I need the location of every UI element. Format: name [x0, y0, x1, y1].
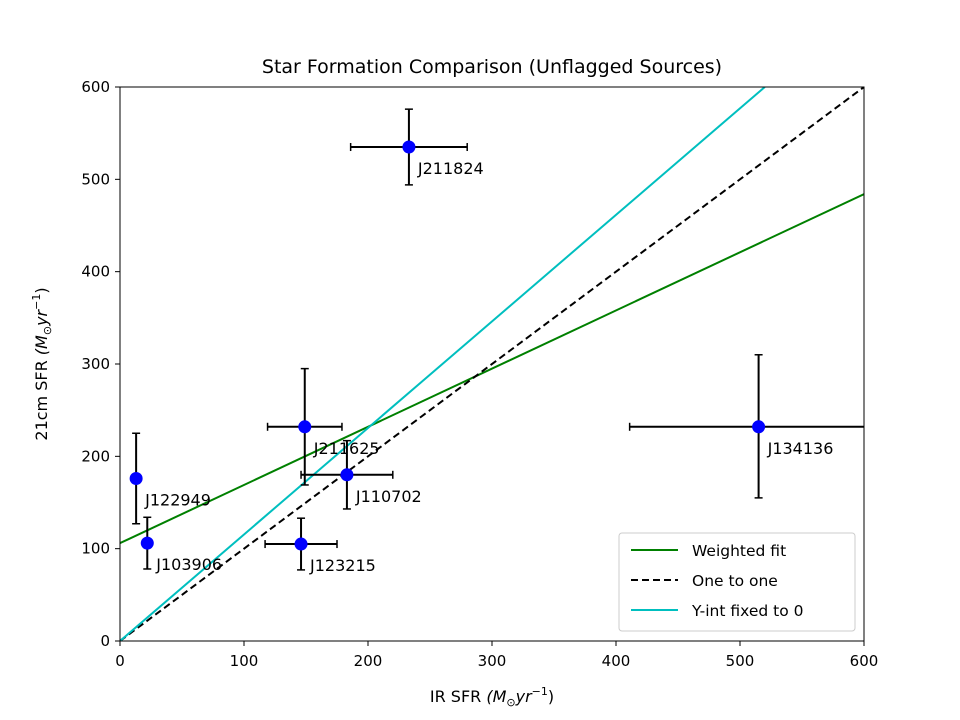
y-tick-label: 400 [81, 263, 110, 281]
chart-title: Star Formation Comparison (Unflagged Sou… [262, 56, 722, 78]
series-line-1 [120, 87, 864, 641]
series-line-2 [120, 87, 766, 641]
y-axis-unit-open: (M [32, 335, 51, 355]
data-points: J211824 J211625J110702 J122949 J103906 J1232… [129, 108, 864, 575]
data-point-j122949: J122949 [129, 432, 211, 525]
y-axis-label: 21cm SFR (M⊙yr−1) [30, 287, 54, 440]
legend-label: Weighted fit [692, 542, 786, 560]
y-axis-unit-rest: yr [32, 308, 51, 326]
data-point-j211625: J211625 [266, 367, 380, 486]
legend: Weighted fit One to one Y-int fixed to 0 [618, 532, 856, 632]
y-tick-label: 500 [81, 170, 110, 188]
x-axis-unit-sub: ⊙ [506, 696, 515, 709]
x-tick-label: 100 [230, 652, 259, 670]
point-marker [340, 468, 354, 482]
x-tick-label: 200 [354, 652, 383, 670]
point-label: J103906 [155, 555, 222, 574]
point-label: J110702 [355, 487, 422, 506]
y-axis-unit-sub: ⊙ [41, 326, 54, 335]
point-marker [294, 537, 308, 551]
point-label: J134136 [767, 439, 834, 458]
point-marker [129, 471, 143, 485]
y-axis-unit-close: ) [32, 287, 51, 293]
y-axis-unit-sup: −1 [30, 294, 43, 310]
y-axis-ticks: 0 100 200 300 400 500 600 [81, 78, 120, 650]
x-axis-label-text: IR SFR [430, 687, 481, 706]
legend-label: One to one [692, 572, 778, 590]
y-tick-label: 0 [100, 632, 110, 650]
data-point-j211824: J211824 [349, 108, 484, 186]
x-tick-label: 500 [726, 652, 755, 670]
x-tick-label: 0 [115, 652, 125, 670]
y-axis-label-text: 21cm SFR [32, 360, 51, 440]
series-line-0 [120, 193, 864, 545]
data-point-j110702: J110702 [300, 439, 422, 510]
data-point-j134136: J134136 [628, 354, 864, 499]
fit-lines [120, 87, 864, 641]
x-tick-label: 600 [850, 652, 879, 670]
x-tick-label: 300 [478, 652, 507, 670]
x-axis-ticks: 0 100 200 300 400 500 600 [115, 641, 878, 670]
x-tick-label: 400 [602, 652, 631, 670]
point-marker [402, 140, 416, 154]
data-point-j103906: J103906 [140, 516, 222, 574]
point-label: J122949 [144, 490, 211, 509]
data-point-j123215: J123215 [264, 517, 376, 575]
y-tick-label: 100 [81, 540, 110, 558]
y-tick-label: 300 [81, 355, 110, 373]
point-marker [140, 536, 154, 550]
legend-label: Y-int fixed to 0 [691, 602, 803, 620]
x-axis-label: IR SFR (M⊙yr−1) [430, 685, 554, 709]
point-label: J211824 [417, 159, 484, 178]
y-tick-label: 200 [81, 447, 110, 465]
point-marker [752, 420, 766, 434]
legend-box [618, 532, 856, 632]
x-axis-unit-rest: yr [515, 687, 533, 706]
x-axis-unit-open: (M [486, 687, 506, 706]
x-axis-unit-close: ) [548, 687, 554, 706]
point-label: J123215 [309, 556, 376, 575]
x-axis-unit-sup: −1 [532, 685, 548, 698]
point-marker [298, 420, 312, 434]
y-tick-label: 600 [81, 78, 110, 96]
